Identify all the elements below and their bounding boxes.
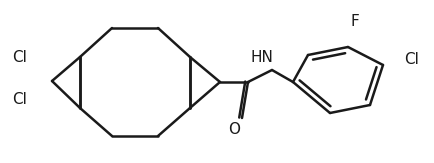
Text: Cl: Cl [13,92,27,108]
Text: HN: HN [250,51,273,66]
Text: F: F [350,15,358,30]
Text: Cl: Cl [404,52,418,67]
Text: O: O [227,123,240,138]
Text: Cl: Cl [13,51,27,66]
